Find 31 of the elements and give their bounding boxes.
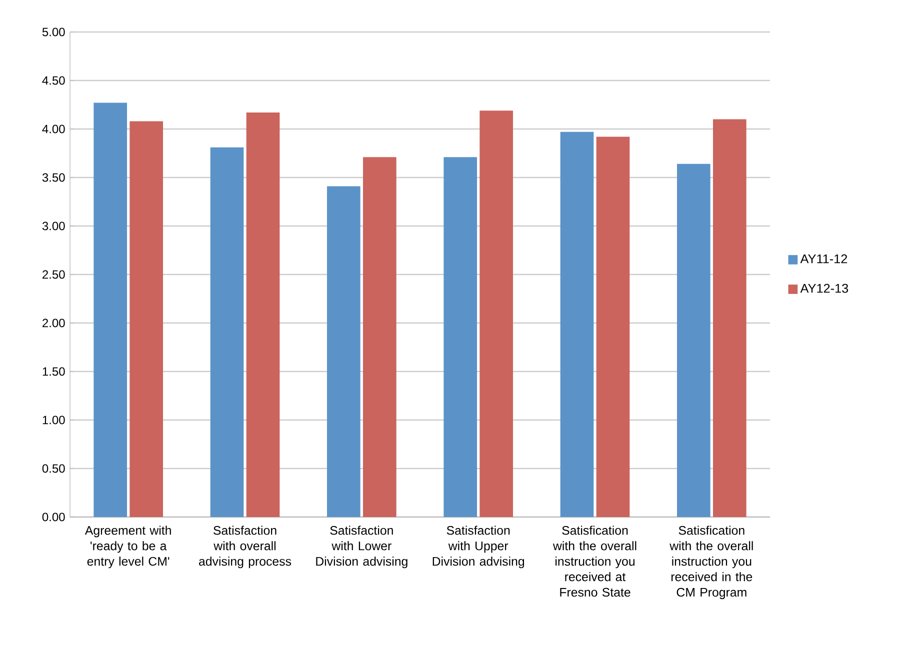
bar bbox=[363, 157, 396, 517]
y-tick-label: 0.00 bbox=[42, 512, 65, 522]
y-tick-label: 3.50 bbox=[42, 173, 65, 182]
x-tick-label: Satisfaction with Lower Division advising bbox=[316, 526, 408, 568]
y-tick-label: 4.50 bbox=[42, 76, 65, 85]
bar bbox=[480, 110, 513, 517]
bar bbox=[94, 102, 128, 517]
y-tick-label: 4.00 bbox=[42, 124, 65, 134]
y-tick-label: 5.00 bbox=[42, 28, 65, 36]
y-tick-label: 1.00 bbox=[42, 416, 65, 424]
bar bbox=[210, 147, 244, 517]
legend-label: AY11-12 bbox=[800, 254, 848, 264]
y-tick-label: 1.50 bbox=[42, 367, 65, 376]
y-tick-label: 2.50 bbox=[42, 270, 65, 279]
x-tick-label: Agreement with 'ready to be a entry level CM' bbox=[84, 526, 171, 568]
bar bbox=[246, 112, 280, 517]
bar bbox=[596, 136, 630, 517]
y-tick-label: 2.00 bbox=[42, 318, 65, 328]
x-tick-label: Satisfication with the overall instruction you received in the CM Program bbox=[670, 526, 753, 600]
y-tick-label: 3.00 bbox=[42, 222, 65, 230]
bar bbox=[713, 119, 746, 517]
y-tick-label: 0.50 bbox=[42, 464, 65, 473]
x-tick-label: Satisfaction with overall advising process bbox=[199, 526, 292, 568]
bar bbox=[327, 186, 360, 517]
x-tick-label: Satisfaction with Upper Division advising bbox=[432, 526, 524, 568]
bar bbox=[444, 157, 478, 517]
legend-label: AY12-13 bbox=[800, 284, 848, 293]
x-tick-label: Satisfication with the overall instruction you received at Fresno State bbox=[552, 526, 636, 597]
bar bbox=[130, 121, 164, 517]
bar bbox=[677, 164, 710, 517]
bar bbox=[560, 132, 594, 517]
